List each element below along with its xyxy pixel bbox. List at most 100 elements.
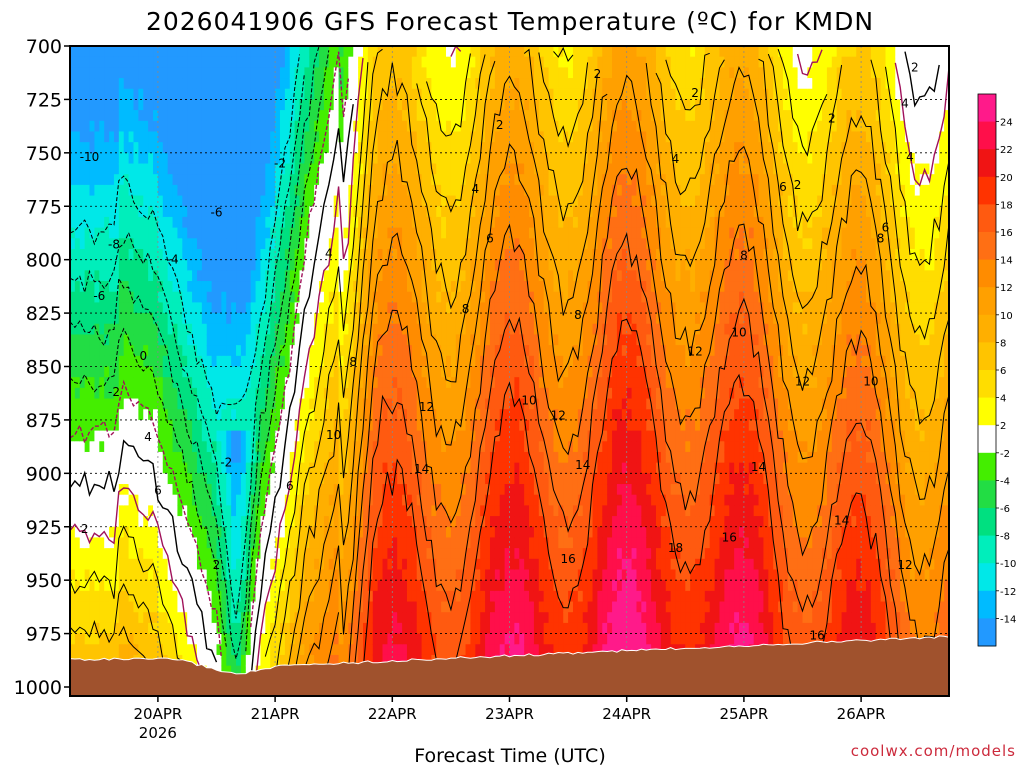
- temperature-cell: [89, 387, 96, 400]
- temperature-cell: [309, 302, 315, 314]
- temperature-cell: [372, 323, 379, 336]
- temperature-cell: [387, 505, 393, 517]
- temperature-cell: [84, 462, 91, 474]
- temperature-cell: [245, 238, 252, 250]
- temperature-cell: [353, 67, 359, 79]
- temperature-cell: [299, 355, 305, 368]
- temperature-cell: [284, 398, 291, 410]
- temperature-cell: [446, 334, 452, 346]
- temperature-cell: [338, 612, 345, 624]
- temperature-cell: [182, 644, 188, 656]
- temperature-cell: [338, 430, 345, 442]
- temperature-cell: [319, 398, 325, 410]
- temperature-cell: [201, 227, 208, 239]
- temperature-cell: [270, 152, 276, 165]
- temperature-cell: [426, 441, 432, 453]
- temperature-cell: [128, 238, 135, 250]
- temperature-cell: [99, 601, 105, 613]
- temperature-cell: [206, 409, 213, 421]
- temperature-cell: [255, 88, 262, 101]
- temperature-cell: [255, 526, 262, 539]
- temperature-cell: [402, 174, 408, 186]
- temperature-cell: [133, 67, 139, 79]
- temperature-cell: [279, 601, 286, 613]
- temperature-cell: [363, 451, 369, 464]
- temperature-cell: [196, 473, 203, 485]
- temperature-cell: [94, 644, 100, 656]
- temperature-cell: [167, 580, 174, 592]
- temperature-cell: [99, 580, 105, 592]
- temperature-cell: [250, 206, 257, 218]
- temperature-cell: [406, 451, 413, 464]
- temperature-cell: [382, 430, 389, 442]
- temperature-cell: [211, 152, 218, 165]
- temperature-cell: [211, 46, 218, 58]
- temperature-cell: [323, 430, 330, 442]
- temperature-cell: [406, 142, 413, 154]
- temperature-cell: [138, 505, 144, 517]
- temperature-cell: [70, 270, 76, 282]
- temperature-cell: [455, 174, 462, 186]
- temperature-cell: [94, 345, 100, 357]
- temperature-cell: [294, 590, 301, 603]
- temperature-cell: [226, 67, 232, 79]
- temperature-cell: [245, 291, 252, 303]
- temperature-cell: [450, 174, 457, 186]
- temperature-cell: [416, 238, 423, 250]
- temperature-cell: [74, 494, 81, 506]
- temperature-cell: [265, 398, 271, 410]
- temperature-cell: [162, 163, 169, 175]
- temperature-cell: [167, 601, 174, 613]
- temperature-cell: [162, 67, 169, 79]
- temperature-cell: [309, 99, 315, 111]
- temperature-cell: [231, 184, 237, 197]
- temperature-cell: [323, 195, 330, 207]
- temperature-cell: [172, 238, 179, 250]
- temperature-cell: [143, 281, 149, 293]
- temperature-cell: [387, 46, 393, 58]
- temperature-cell: [392, 526, 398, 539]
- temperature-cell: [128, 473, 135, 485]
- temperature-cell: [465, 398, 472, 410]
- temperature-cell: [177, 516, 183, 528]
- temperature-cell: [323, 99, 330, 111]
- temperature-cell: [275, 398, 281, 410]
- temperature-cell: [436, 612, 442, 624]
- temperature-cell: [143, 558, 149, 571]
- temperature-cell: [94, 590, 100, 603]
- temperature-cell: [79, 302, 86, 314]
- temperature-cell: [377, 590, 384, 603]
- temperature-cell: [397, 569, 403, 581]
- temperature-cell: [226, 334, 232, 346]
- temperature-cell: [275, 78, 281, 90]
- temperature-cell: [118, 270, 125, 282]
- temperature-cell: [367, 142, 374, 154]
- temperature-cell: [153, 419, 159, 432]
- temperature-cell: [74, 622, 81, 635]
- temperature-cell: [358, 548, 364, 560]
- temperature-cell: [206, 216, 213, 229]
- temperature-cell: [109, 633, 115, 645]
- temperature-cell: [333, 548, 340, 560]
- temperature-cell: [450, 355, 457, 368]
- temperature-cell: [260, 387, 266, 400]
- temperature-cell: [192, 163, 198, 175]
- temperature-cell: [177, 120, 183, 133]
- temperature-cell: [289, 558, 296, 571]
- temperature-cell: [109, 537, 115, 549]
- temperature-cell: [123, 612, 130, 624]
- temperature-cell: [192, 654, 198, 667]
- temperature-cell: [196, 654, 203, 667]
- temperature-cell: [338, 248, 345, 261]
- temperature-cell: [353, 366, 359, 378]
- temperature-cell: [74, 537, 81, 549]
- temperature-cell: [255, 612, 262, 624]
- temperature-cell: [118, 537, 125, 549]
- temperature-cell: [333, 174, 340, 186]
- temperature-cell: [294, 580, 301, 592]
- temperature-cell: [201, 99, 208, 111]
- temperature-cell: [353, 441, 359, 453]
- temperature-cell: [328, 216, 335, 229]
- temperature-cell: [167, 163, 174, 175]
- temperature-cell: [226, 259, 232, 271]
